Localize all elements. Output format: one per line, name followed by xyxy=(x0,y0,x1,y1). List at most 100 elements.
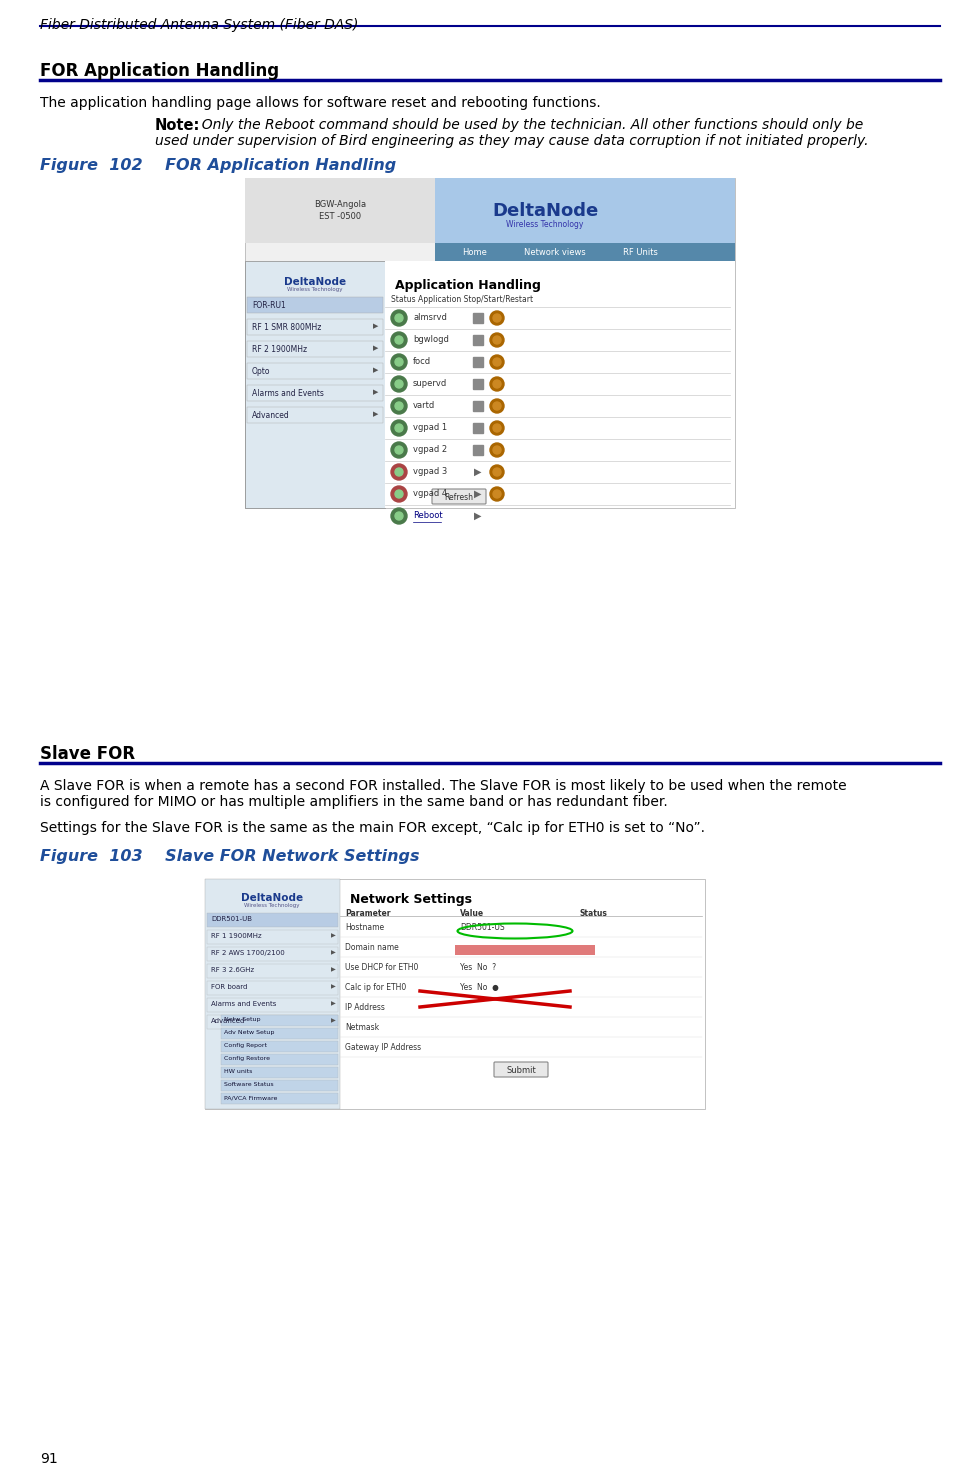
Bar xyxy=(473,445,483,455)
Text: vgpad 3: vgpad 3 xyxy=(413,467,448,476)
Text: HW units: HW units xyxy=(224,1069,253,1075)
Text: ▶: ▶ xyxy=(332,1017,336,1023)
Text: Wireless Technology: Wireless Technology xyxy=(288,288,343,292)
Text: Opto: Opto xyxy=(252,367,270,376)
Circle shape xyxy=(493,424,501,432)
Text: DeltaNode: DeltaNode xyxy=(284,277,346,288)
Text: Software Status: Software Status xyxy=(224,1082,274,1086)
Text: Netmask: Netmask xyxy=(345,1023,379,1032)
Text: Netw Setup: Netw Setup xyxy=(224,1017,260,1022)
Text: RF 1 SMR 800MHz: RF 1 SMR 800MHz xyxy=(252,323,322,332)
FancyBboxPatch shape xyxy=(247,407,383,423)
Text: PA/VCA Firmware: PA/VCA Firmware xyxy=(224,1095,277,1100)
FancyBboxPatch shape xyxy=(247,341,383,357)
Circle shape xyxy=(391,508,407,524)
Circle shape xyxy=(493,446,501,454)
Text: BGW-Angola: BGW-Angola xyxy=(314,200,366,208)
Text: IP Address: IP Address xyxy=(345,1003,385,1011)
FancyBboxPatch shape xyxy=(207,931,338,944)
Text: FOR-RU1: FOR-RU1 xyxy=(252,301,286,310)
Text: Status Application Stop/Start/Restart: Status Application Stop/Start/Restart xyxy=(391,295,533,304)
Text: ▶: ▶ xyxy=(332,1001,336,1006)
Text: Calc ip for ETH0: Calc ip for ETH0 xyxy=(345,984,407,992)
Circle shape xyxy=(493,358,501,366)
Bar xyxy=(473,357,483,367)
Text: Hostname: Hostname xyxy=(345,923,384,932)
Circle shape xyxy=(395,380,403,388)
Text: 91: 91 xyxy=(40,1452,58,1467)
Text: ▶: ▶ xyxy=(372,367,378,373)
Text: A Slave FOR is when a remote has a second FOR installed. The Slave FOR is most l: A Slave FOR is when a remote has a secon… xyxy=(40,780,846,793)
Circle shape xyxy=(490,311,504,324)
Text: RF 3 2.6GHz: RF 3 2.6GHz xyxy=(211,967,254,973)
Text: ▶: ▶ xyxy=(372,345,378,351)
Circle shape xyxy=(490,487,504,501)
Text: ▶: ▶ xyxy=(474,467,482,477)
Text: DDR501-US: DDR501-US xyxy=(460,923,505,932)
Text: Alarms and Events: Alarms and Events xyxy=(252,389,324,398)
Bar xyxy=(473,335,483,345)
FancyBboxPatch shape xyxy=(221,1067,338,1078)
Text: focd: focd xyxy=(413,357,431,366)
FancyBboxPatch shape xyxy=(205,879,340,1108)
Text: FOR Application Handling: FOR Application Handling xyxy=(40,62,279,79)
FancyBboxPatch shape xyxy=(207,981,338,995)
Text: vgpad 2: vgpad 2 xyxy=(413,445,448,454)
Text: ▶: ▶ xyxy=(332,950,336,956)
Text: Parameter: Parameter xyxy=(345,909,391,918)
FancyBboxPatch shape xyxy=(221,1080,338,1091)
Circle shape xyxy=(490,421,504,435)
Text: RF 2 1900MHz: RF 2 1900MHz xyxy=(252,345,307,354)
Circle shape xyxy=(391,354,407,370)
FancyBboxPatch shape xyxy=(245,178,435,244)
Text: DDR501-UB: DDR501-UB xyxy=(211,916,252,922)
Text: RF 1 1900MHz: RF 1 1900MHz xyxy=(211,934,261,940)
Text: Slave FOR: Slave FOR xyxy=(40,744,136,763)
Text: RF 2 AWS 1700/2100: RF 2 AWS 1700/2100 xyxy=(211,950,285,956)
Circle shape xyxy=(391,332,407,348)
Circle shape xyxy=(391,464,407,480)
FancyBboxPatch shape xyxy=(221,1054,338,1064)
FancyBboxPatch shape xyxy=(221,1094,338,1104)
Text: supervd: supervd xyxy=(413,379,448,388)
Circle shape xyxy=(490,355,504,368)
FancyBboxPatch shape xyxy=(207,947,338,962)
Text: ▶: ▶ xyxy=(372,389,378,395)
FancyBboxPatch shape xyxy=(432,489,486,504)
Text: Application Handling: Application Handling xyxy=(395,279,541,292)
Text: Home: Home xyxy=(462,248,488,257)
FancyBboxPatch shape xyxy=(207,1014,338,1029)
Text: ▶: ▶ xyxy=(332,967,336,972)
Text: ▶: ▶ xyxy=(474,489,482,499)
FancyBboxPatch shape xyxy=(207,913,338,926)
Text: Settings for the Slave FOR is the same as the main FOR except, “Calc ip for ETH0: Settings for the Slave FOR is the same a… xyxy=(40,821,705,835)
Text: Figure  102    FOR Application Handling: Figure 102 FOR Application Handling xyxy=(40,159,396,173)
Circle shape xyxy=(395,468,403,476)
FancyBboxPatch shape xyxy=(207,998,338,1011)
Text: Gateway IP Address: Gateway IP Address xyxy=(345,1042,421,1053)
Text: Domain name: Domain name xyxy=(345,942,399,953)
Text: Note:: Note: xyxy=(155,117,201,134)
FancyBboxPatch shape xyxy=(494,1061,548,1078)
Circle shape xyxy=(490,399,504,413)
Bar xyxy=(473,401,483,411)
Circle shape xyxy=(493,336,501,344)
Text: Figure  103    Slave FOR Network Settings: Figure 103 Slave FOR Network Settings xyxy=(40,849,419,865)
Circle shape xyxy=(391,310,407,326)
Text: ▶: ▶ xyxy=(474,511,482,521)
Text: vartd: vartd xyxy=(413,401,435,410)
Circle shape xyxy=(490,443,504,457)
FancyBboxPatch shape xyxy=(385,261,735,508)
Bar xyxy=(473,313,483,323)
Text: almsrvd: almsrvd xyxy=(413,313,447,321)
Text: Reboot: Reboot xyxy=(413,511,443,520)
FancyBboxPatch shape xyxy=(247,363,383,379)
FancyBboxPatch shape xyxy=(221,1028,338,1039)
Circle shape xyxy=(395,402,403,410)
Text: Adv Netw Setup: Adv Netw Setup xyxy=(224,1031,274,1035)
Text: ▶: ▶ xyxy=(332,984,336,989)
FancyBboxPatch shape xyxy=(435,178,735,244)
Circle shape xyxy=(395,424,403,432)
FancyBboxPatch shape xyxy=(247,385,383,401)
Circle shape xyxy=(493,490,501,498)
